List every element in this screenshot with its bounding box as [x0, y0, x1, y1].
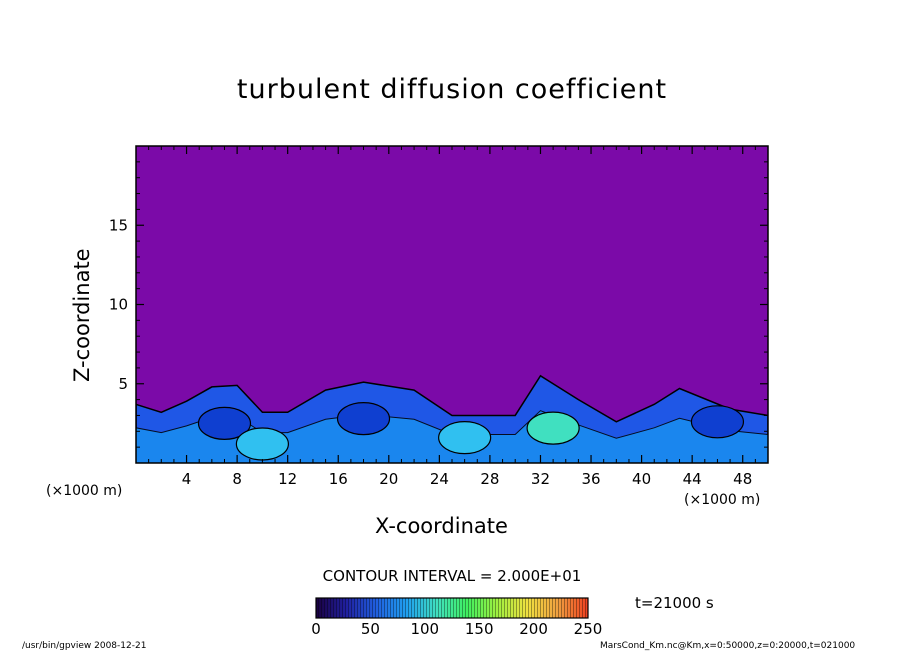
x-tick-label: 16 — [329, 470, 348, 488]
y-tick-label: 15 — [109, 216, 128, 234]
time-label: t=21000 s — [635, 594, 714, 612]
x-tick-label: 48 — [733, 470, 752, 488]
colorbar-tick-label: 100 — [410, 620, 439, 638]
footer-right: MarsCond_Km.nc@Km,x=0:50000,z=0:20000,t=… — [600, 641, 856, 651]
colorbar-tick-label: 200 — [519, 620, 548, 638]
eddy — [197, 406, 252, 440]
x-axis: 4 8 12 16 20 24 28 32 36 40 44 48 — [148, 146, 756, 488]
eddy — [235, 427, 289, 461]
x-tick-label: 32 — [531, 470, 550, 488]
colorbar-tick-label: 0 — [311, 620, 321, 638]
colorbar-stripes — [316, 598, 588, 618]
x-tick-label: 36 — [581, 470, 600, 488]
x-axis-label: X-coordinate — [375, 514, 508, 538]
x-tick-label: 44 — [683, 470, 702, 488]
eddy — [526, 411, 580, 445]
x-unit-label-left: (×1000 m) — [46, 483, 123, 499]
eddy — [690, 405, 745, 439]
y-axis-label: Z-coordinate — [70, 248, 94, 382]
x-tick-label: 24 — [430, 470, 449, 488]
x-tick-label: 4 — [182, 470, 192, 488]
eddy — [438, 421, 492, 455]
x-unit-label-right: (×1000 m) — [684, 492, 761, 508]
colorbar-tick-label: 250 — [574, 620, 603, 638]
footer-left: /usr/bin/gpview 2008-12-21 — [22, 641, 147, 651]
contour-interval-label: CONTOUR INTERVAL = 2.000E+01 — [322, 567, 582, 585]
colorbar-tick-label: 150 — [465, 620, 494, 638]
x-tick-label: 20 — [379, 470, 398, 488]
y-axis: 5 10 15 — [109, 161, 768, 448]
x-tick-label: 28 — [480, 470, 499, 488]
x-tick-label: 40 — [632, 470, 651, 488]
x-tick-label: 8 — [232, 470, 242, 488]
turbulent-layer — [136, 374, 768, 463]
colorbar: 0 50 100 150 200 250 — [311, 597, 603, 638]
colorbar-tick-label: 50 — [361, 620, 380, 638]
y-tick-label: 5 — [118, 375, 128, 393]
y-tick-label: 10 — [109, 296, 128, 314]
eddy — [336, 402, 391, 436]
x-tick-label: 12 — [278, 470, 297, 488]
chart-title: turbulent diffusion coefficient — [236, 74, 668, 105]
colorbar-frame — [315, 597, 589, 619]
